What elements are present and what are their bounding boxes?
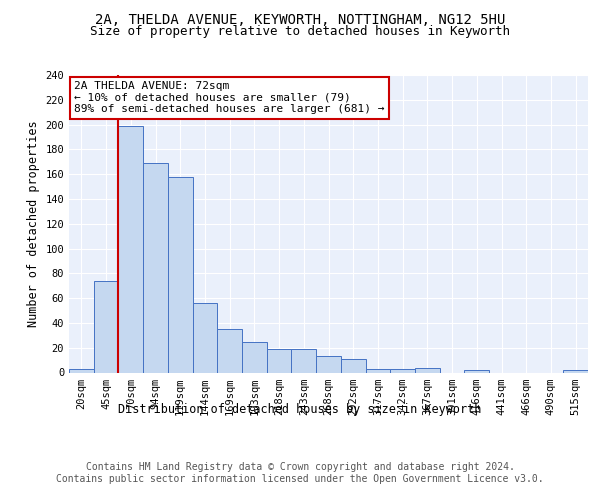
Bar xyxy=(242,342,267,372)
Text: Size of property relative to detached houses in Keyworth: Size of property relative to detached ho… xyxy=(90,25,510,38)
Bar xyxy=(143,163,168,372)
Bar xyxy=(365,369,390,372)
Text: 2A THELDA AVENUE: 72sqm
← 10% of detached houses are smaller (79)
89% of semi-de: 2A THELDA AVENUE: 72sqm ← 10% of detache… xyxy=(74,81,385,114)
Bar xyxy=(217,329,242,372)
Bar xyxy=(267,349,292,372)
Bar xyxy=(415,368,440,372)
Bar xyxy=(464,370,489,372)
Bar xyxy=(118,126,143,372)
Bar xyxy=(193,303,217,372)
Bar xyxy=(292,349,316,372)
Y-axis label: Number of detached properties: Number of detached properties xyxy=(27,120,40,327)
Bar xyxy=(390,369,415,372)
Text: Contains HM Land Registry data © Crown copyright and database right 2024.
Contai: Contains HM Land Registry data © Crown c… xyxy=(56,462,544,484)
Bar xyxy=(168,176,193,372)
Bar xyxy=(69,369,94,372)
Bar xyxy=(316,356,341,372)
Text: 2A, THELDA AVENUE, KEYWORTH, NOTTINGHAM, NG12 5HU: 2A, THELDA AVENUE, KEYWORTH, NOTTINGHAM,… xyxy=(95,12,505,26)
Bar xyxy=(94,281,118,372)
Bar xyxy=(341,359,365,372)
Bar xyxy=(563,370,588,372)
Text: Distribution of detached houses by size in Keyworth: Distribution of detached houses by size … xyxy=(118,402,482,415)
